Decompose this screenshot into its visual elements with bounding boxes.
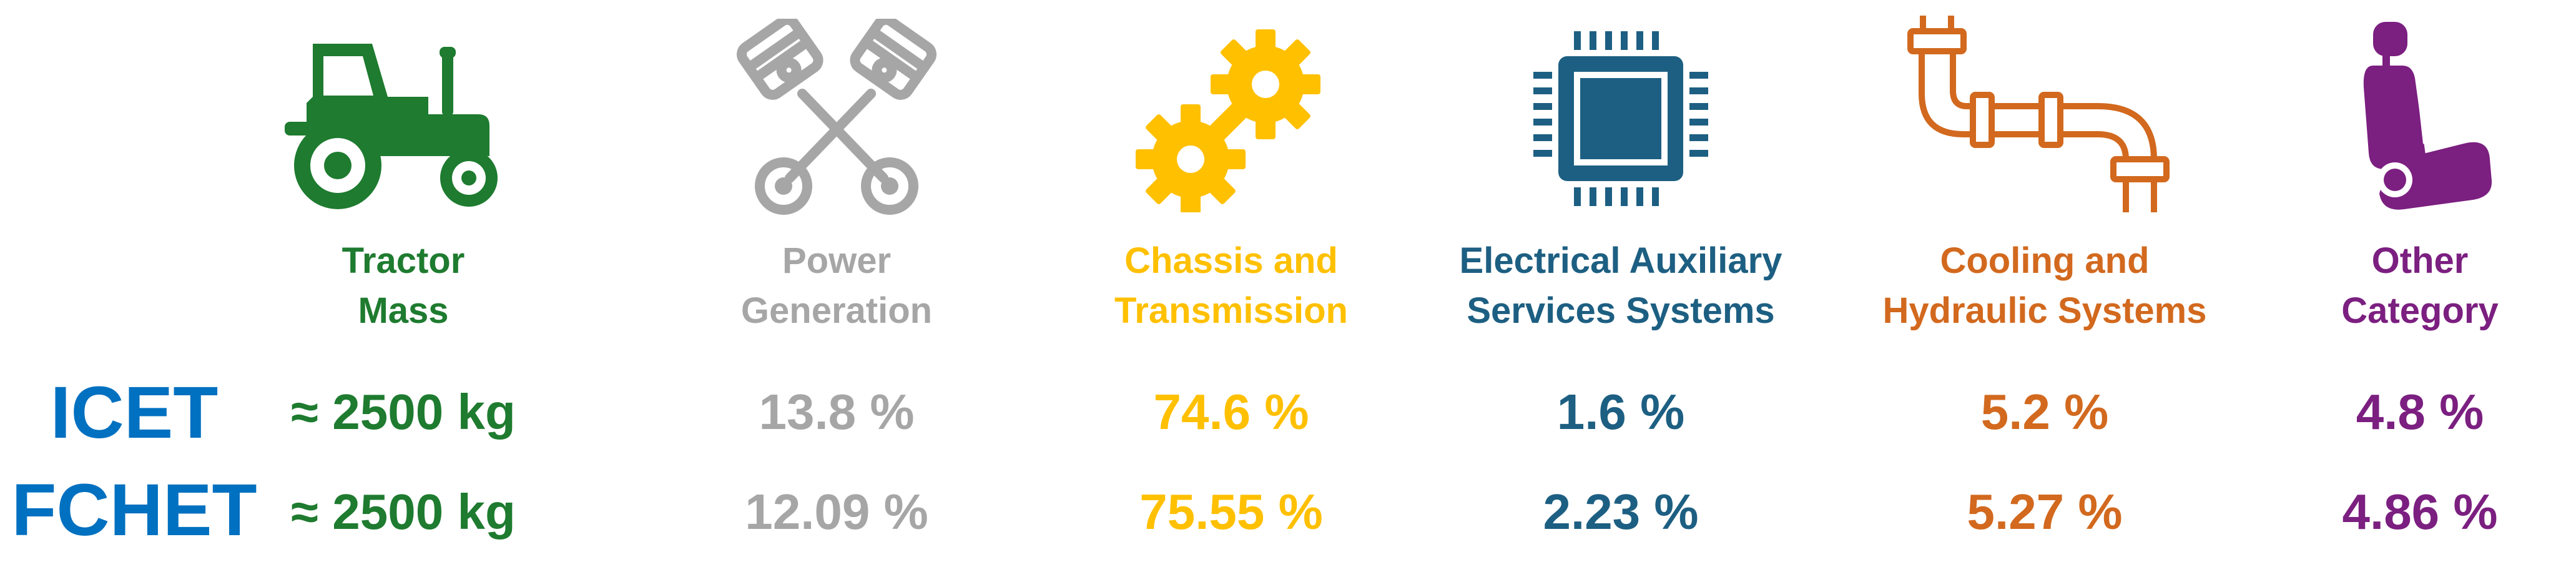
gears-icon bbox=[1136, 29, 1320, 212]
fchet-value: 4.86 % bbox=[2342, 484, 2498, 540]
category-label-line1: Cooling and bbox=[1940, 240, 2150, 281]
row-label-fchet: FCHET bbox=[11, 469, 257, 551]
category-label-line1: Electrical Auxiliary bbox=[1459, 240, 1782, 281]
icet-value: 5.2 % bbox=[1980, 384, 2109, 440]
fchet-value: 2.23 % bbox=[1543, 484, 1699, 540]
category-label-line2: Category bbox=[2341, 290, 2499, 331]
category-label-line2: Mass bbox=[358, 290, 449, 331]
category-label-line2: Services Systems bbox=[1467, 290, 1775, 331]
category-electrical-auxiliary: Electrical Auxiliary Services Systems 1.… bbox=[1433, 0, 1808, 572]
category-label-line1: Power bbox=[782, 240, 892, 281]
category-tractor-mass: Tractor Mass ≈ 2500 kg ≈ 2500 kg bbox=[216, 0, 591, 572]
engine-pistons-icon bbox=[736, 19, 937, 215]
fchet-value: 75.55 % bbox=[1139, 484, 1323, 540]
row-label-icet: ICET bbox=[50, 372, 219, 454]
category-other: Other Category 4.8 % 4.86 % bbox=[2270, 0, 2570, 572]
category-label-line1: Tractor bbox=[342, 240, 465, 281]
icet-value: 1.6 % bbox=[1556, 384, 1685, 440]
fchet-value: 5.27 % bbox=[1967, 484, 2123, 540]
icet-value: 4.8 % bbox=[2356, 384, 2484, 440]
category-label-line1: Chassis and bbox=[1124, 240, 1338, 281]
category-chassis-transmission: Chassis and Transmission 74.6 % 75.55 % bbox=[1044, 0, 1418, 572]
microchip-icon bbox=[1533, 31, 1708, 206]
icet-value: 13.8 % bbox=[759, 384, 915, 440]
category-power-generation: Power Generation 13.8 % 12.09 % bbox=[649, 0, 1024, 572]
pipe-icon bbox=[1907, 16, 2170, 212]
car-seat-icon bbox=[2363, 22, 2492, 210]
category-label-line2: Hydraulic Systems bbox=[1882, 290, 2207, 331]
fchet-value: ≈ 2500 kg bbox=[291, 484, 516, 540]
category-label-line2: Transmission bbox=[1114, 290, 1348, 331]
icet-value: ≈ 2500 kg bbox=[291, 384, 516, 440]
icet-value: 74.6 % bbox=[1153, 384, 1309, 440]
fchet-value: 12.09 % bbox=[745, 484, 928, 540]
category-label-line2: Generation bbox=[740, 290, 933, 331]
category-cooling-hydraulic: Cooling and Hydraulic Systems 5.2 % 5.27… bbox=[1857, 0, 2232, 572]
tractor-icon bbox=[285, 44, 498, 209]
category-label-line1: Other bbox=[2371, 240, 2469, 281]
